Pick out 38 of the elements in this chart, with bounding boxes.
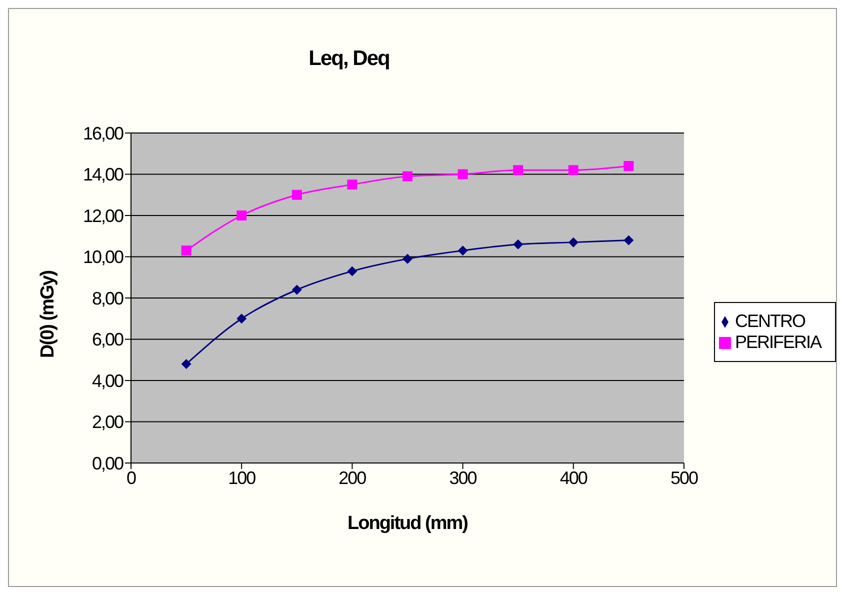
- y-tick-label: 4,00: [92, 370, 124, 391]
- point: [458, 246, 468, 256]
- y-tick-label: 6,00: [92, 330, 124, 350]
- x-tick-label: 0: [126, 468, 136, 488]
- legend-label: CENTRO: [734, 311, 805, 331]
- y-axis-title: D(0) (mGy): [38, 270, 59, 358]
- x-axis-title: Longitud (mm): [348, 513, 468, 534]
- y-tick-label: 0,00: [92, 453, 124, 474]
- y-tick-label: 12,00: [82, 206, 124, 226]
- point: [236, 210, 247, 220]
- point: [236, 314, 247, 324]
- point: [181, 359, 192, 369]
- point: [568, 165, 578, 176]
- point: [568, 237, 578, 248]
- x-tick-label: 100: [228, 468, 256, 488]
- point: [181, 246, 192, 256]
- point: [458, 169, 468, 180]
- x-tick-label: 500: [670, 468, 698, 488]
- point: [347, 180, 358, 190]
- x-tick-label: 400: [560, 468, 588, 488]
- point: [292, 284, 302, 295]
- point: [292, 190, 302, 200]
- point: [624, 161, 634, 171]
- y-tick-label: 2,00: [92, 412, 124, 432]
- legend-label: PERIFERIA: [734, 332, 821, 352]
- x-tick-label: 300: [449, 468, 478, 488]
- y-tick-label: 16,00: [82, 123, 124, 144]
- y-tick-label: 14,00: [82, 164, 124, 185]
- point: [402, 171, 412, 182]
- y-tick-label: 10,00: [82, 247, 124, 268]
- point: [624, 235, 634, 246]
- point: [347, 266, 358, 276]
- point: [402, 254, 412, 264]
- y-tick-label: 8,00: [92, 288, 124, 308]
- point: [513, 239, 524, 250]
- chart-title: Leq, Deq: [308, 47, 390, 71]
- point: [513, 165, 524, 176]
- x-tick-label: 200: [338, 468, 367, 488]
